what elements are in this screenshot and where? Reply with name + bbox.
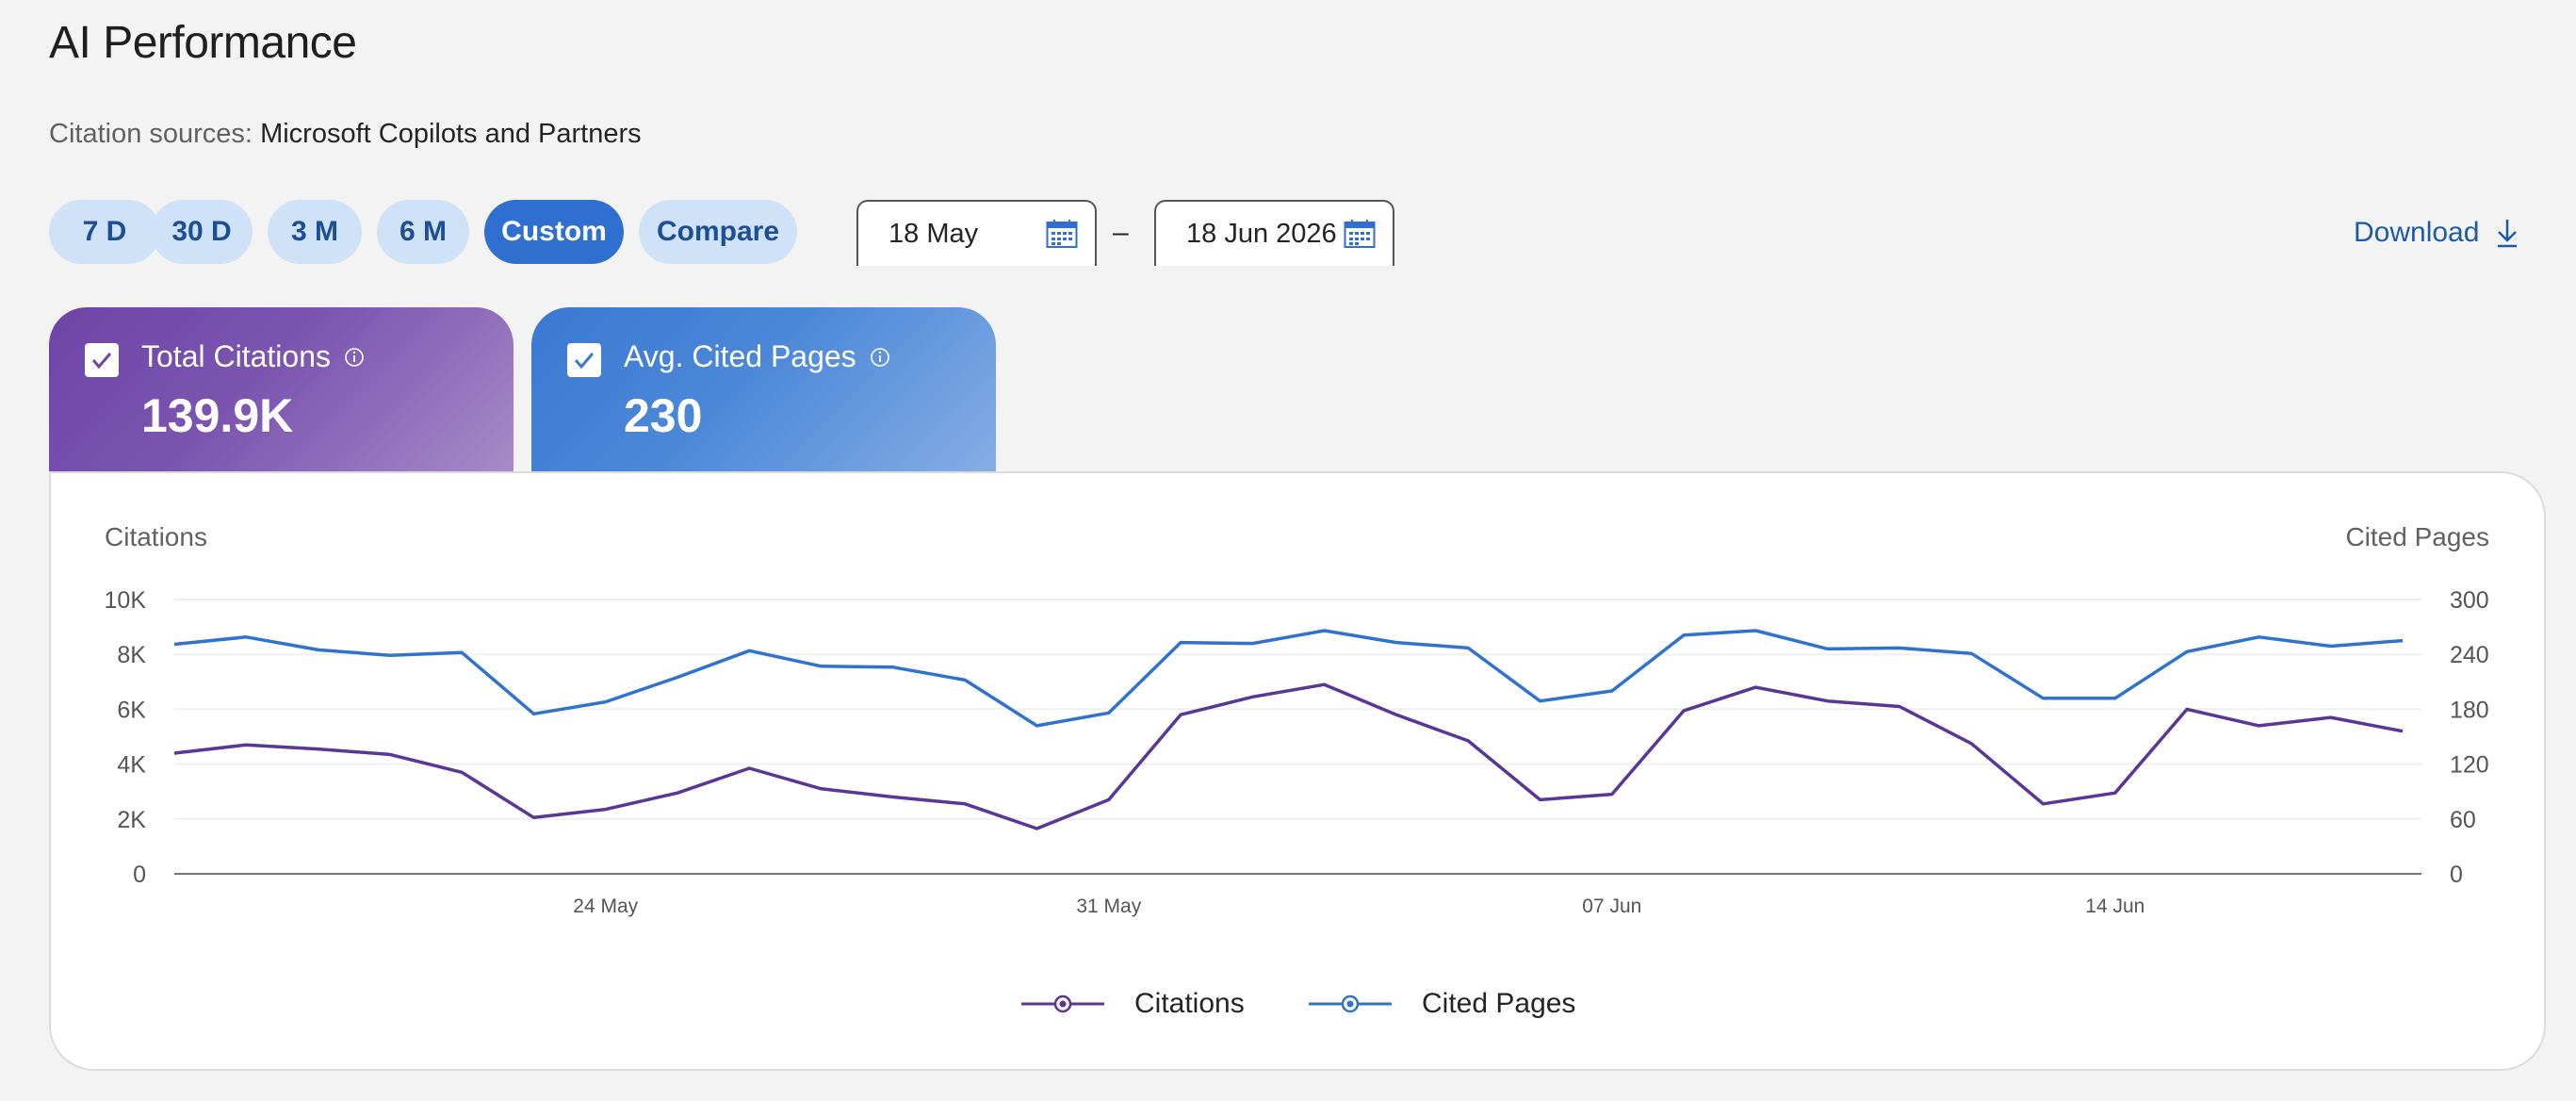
- date-separator: –: [1113, 217, 1129, 248]
- range-compare-button[interactable]: Compare: [639, 200, 797, 264]
- download-icon: [2498, 220, 2518, 248]
- range-30d-button[interactable]: 30 D: [151, 200, 253, 264]
- right-axis-title: Cited Pages: [2345, 522, 2489, 551]
- total-citations-checkbox[interactable]: [85, 343, 119, 377]
- start-date-field[interactable]: 18 May: [856, 200, 1097, 266]
- total-citations-label: Total Citations: [141, 339, 331, 373]
- end-date-value: 18 Jun 2026: [1186, 218, 1337, 249]
- download-label: Download: [2354, 217, 2480, 248]
- start-date-value: 18 May: [889, 218, 979, 249]
- avg-cited-pages-checkbox[interactable]: [567, 343, 601, 377]
- avg-cited-pages-label: Avg. Cited Pages: [624, 339, 856, 373]
- range-7d-button[interactable]: 7 D: [49, 200, 160, 264]
- range-3m-button[interactable]: 3 M: [268, 200, 362, 264]
- legend-cited-pages-label: Cited Pages: [1422, 988, 1576, 1019]
- avg-cited-pages-card[interactable]: Avg. Cited Pages 230: [531, 307, 996, 473]
- checkmark-icon: [574, 353, 595, 370]
- left-axis-title: Citations: [105, 522, 207, 551]
- total-citations-value: 139.9K: [141, 389, 294, 442]
- download-button[interactable]: Download: [2354, 217, 2519, 249]
- calendar-icon[interactable]: [1344, 219, 1376, 249]
- legend-citations[interactable]: Citations: [1021, 988, 1245, 1020]
- range-6m-button[interactable]: 6 M: [377, 200, 469, 264]
- citation-sources-label: Citation sources:: [49, 119, 253, 149]
- legend-cited-pages[interactable]: Cited Pages: [1309, 988, 1575, 1020]
- legend-citations-label: Citations: [1134, 988, 1245, 1019]
- total-citations-card[interactable]: Total Citations 139.9K: [49, 307, 514, 473]
- end-date-field[interactable]: 18 Jun 2026: [1154, 200, 1394, 266]
- chart-panel: [49, 471, 2546, 1071]
- legend-cited-pages-marker: [1309, 994, 1392, 1013]
- info-icon[interactable]: [344, 347, 365, 368]
- avg-cited-pages-value: 230: [624, 389, 703, 442]
- citation-sources-value: Microsoft Copilots and Partners: [260, 119, 642, 149]
- checkmark-icon: [91, 353, 112, 370]
- range-custom-button[interactable]: Custom: [484, 200, 624, 264]
- legend-citations-marker: [1021, 994, 1104, 1013]
- info-icon[interactable]: [870, 347, 890, 368]
- calendar-icon[interactable]: [1046, 219, 1078, 249]
- citation-sources: Citation sources: Microsoft Copilots and…: [49, 119, 642, 150]
- page-title: AI Performance: [49, 18, 357, 68]
